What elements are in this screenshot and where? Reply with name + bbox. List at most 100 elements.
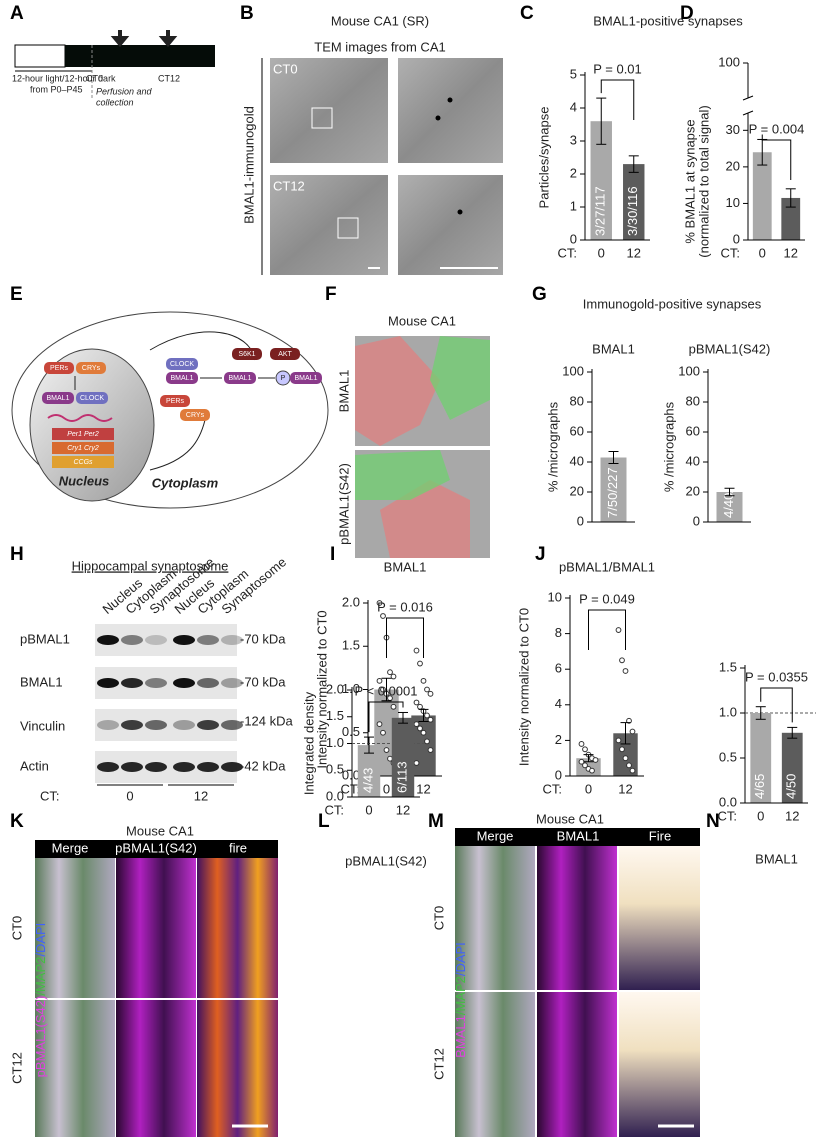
significance-bracket (761, 134, 792, 180)
column-label: pBMAL1(S42) (115, 840, 197, 855)
panel-b: Mouse CA1 (SR) TEM images from CA1 BMAL1… (241, 13, 503, 275)
band (173, 635, 195, 645)
significance-bracket (760, 687, 793, 723)
data-point (390, 673, 397, 680)
panel-letter: L (318, 811, 330, 832)
panel-letter: A (10, 3, 24, 24)
panel-letter: I (330, 544, 335, 565)
y-tick-label: 1.0 (342, 681, 360, 696)
row-label: Actin (20, 758, 49, 773)
p-value: P = 0.01 (593, 61, 642, 76)
data-point (629, 767, 636, 774)
band (121, 762, 143, 772)
node (166, 358, 198, 370)
ct-label: CT12 (158, 73, 180, 83)
band (121, 720, 143, 730)
y-tick-label: 20 (570, 483, 584, 498)
micrograph (35, 858, 115, 998)
node-label: PERs (50, 365, 68, 372)
x-prefix: CT: (325, 802, 345, 817)
data-point (622, 668, 629, 674)
bar-label: 4/40/226 (721, 467, 736, 518)
data-point (387, 755, 393, 762)
group-label: 0 (126, 788, 133, 803)
panel-letter: H (10, 544, 24, 565)
data-point (417, 660, 423, 667)
node-label: BMAL1 (171, 375, 194, 382)
x-tick-label: 0 (383, 781, 390, 796)
node-label: CLOCK (170, 361, 194, 368)
panel-title: Mouse CA1 (536, 811, 604, 826)
ct-label: CT: (40, 788, 60, 803)
micrograph (537, 992, 617, 1137)
bar-label: 6/113 (394, 761, 409, 793)
data-point (424, 712, 430, 719)
band (173, 720, 195, 730)
micrograph (197, 1000, 278, 1137)
size-label: -124 kDa (240, 713, 294, 728)
bar (391, 717, 415, 797)
y-tick-label: 1.0 (719, 704, 737, 719)
y-tick-label: 0 (577, 513, 584, 528)
row-label: CT12 (9, 1052, 24, 1084)
micrograph (116, 1000, 196, 1137)
column-label: Merge (52, 840, 89, 855)
bar (623, 164, 645, 240)
y-tick-label: 4 (555, 696, 562, 711)
y-tick-label: 20 (686, 483, 700, 498)
y-tick-label: 0.5 (342, 724, 360, 739)
y-tick-label: 10 (726, 195, 740, 210)
bar (716, 492, 743, 522)
node-label: PERs (166, 398, 184, 405)
y-tick-label: 0 (555, 767, 562, 782)
panel-letter: M (428, 811, 444, 832)
data-point (427, 747, 434, 753)
band (221, 635, 243, 645)
column-label: Fire (649, 828, 671, 843)
gene (52, 456, 114, 468)
node-label: P (281, 375, 286, 382)
channel-label: BMAL1/MAP2/DAPI (453, 942, 468, 1058)
row-label: CT0 (273, 61, 298, 76)
panel-letter: G (532, 284, 547, 305)
side-label: BMAL1-immunogold (241, 106, 256, 224)
bar (781, 197, 801, 240)
note: collection (96, 97, 134, 107)
tem-image (398, 58, 503, 163)
panel-title: Mouse CA1 (SR) (331, 13, 429, 28)
y-tick-label: 0.0 (342, 767, 360, 782)
panel-title: Immunogold-positive synapses (583, 296, 762, 311)
row-label: pBMAL1(S42) (336, 463, 351, 545)
light-phase (14, 44, 66, 68)
data-point (413, 699, 420, 706)
node-label: CRYs (186, 412, 205, 419)
bar (590, 121, 612, 240)
p-value: P = 0.0355 (745, 669, 808, 684)
micrograph (197, 858, 278, 998)
data-point (619, 657, 625, 664)
bar (750, 713, 772, 803)
chart-title: pBMAL1(S42) (345, 853, 427, 868)
row-label: CT12 (273, 178, 305, 193)
chart-title: pBMAL1(S42) (689, 341, 771, 356)
micrograph (619, 992, 700, 1137)
row-label: Vinculin (20, 718, 65, 733)
size-label: -70 kDa (240, 674, 286, 689)
band (221, 720, 243, 730)
node-label: BMAL1 (47, 395, 70, 402)
data-point (380, 729, 386, 736)
micrograph (35, 1000, 115, 1137)
band (97, 635, 119, 645)
x-prefix: CT: (543, 781, 563, 796)
significance-bracket (368, 701, 404, 733)
bar (357, 745, 381, 797)
size-label: -70 kDa (240, 631, 286, 646)
y-tick-label: 0 (733, 231, 740, 246)
column-label: fire (229, 840, 247, 855)
arrow (110, 30, 130, 48)
panel-letters: A B C D E F G H I J K L M N (10, 3, 720, 832)
y-tick-label: 40 (570, 453, 584, 468)
data-point (376, 600, 383, 606)
band (173, 678, 195, 688)
